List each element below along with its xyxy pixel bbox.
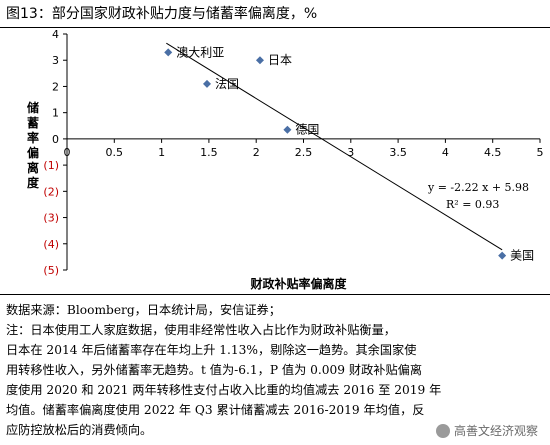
- data-point-label: 德国: [295, 122, 319, 137]
- trend-equation: y = -2.22 x + 5.98: [427, 181, 529, 194]
- y-tick-label: (2): [43, 185, 59, 198]
- y-tick-label: 0: [52, 133, 59, 146]
- figure-title: 图13：部分国家财政补贴力度与储蓄率偏离度，%: [6, 6, 318, 22]
- data-point-label: 澳大利亚: [176, 45, 224, 59]
- y-tick-label: 4: [52, 28, 59, 41]
- x-tick-label: 2: [253, 146, 260, 159]
- note-line: 用转移性收入，另外储蓄率无趋势。t 值为-6.1，P 值为 0.009 财政补贴…: [6, 363, 423, 377]
- y-tick-label: (1): [43, 159, 59, 172]
- x-tick-label: 3.5: [389, 146, 407, 159]
- chart-bottom-rule: [0, 294, 550, 295]
- note-line: 均值。储蓄率偏离度使用 2022 年 Q3 累计储蓄减去 2016-2019 年…: [6, 403, 425, 417]
- data-point-marker: [255, 56, 264, 65]
- note-line: 注：日本使用工人家庭数据，使用非经常性收入占比作为财政补贴衡量，: [6, 323, 396, 337]
- x-axis-title: 财政补贴率偏离度: [249, 276, 347, 291]
- trend-line: [166, 42, 503, 251]
- top-rule: [0, 27, 550, 28]
- note-line: 应防控放松后的消费倾向。: [6, 423, 153, 437]
- x-tick-label: 1: [158, 146, 165, 159]
- x-tick-label: 3: [347, 146, 354, 159]
- x-tick-label: 5: [537, 146, 544, 159]
- y-tick-label: 3: [52, 54, 59, 67]
- y-tick-label: 1: [52, 107, 59, 120]
- notes-block: 数据来源：Bloomberg，日本统计局，安信证券； 注：日本使用工人家庭数据，…: [6, 300, 546, 440]
- x-tick-label: 0.5: [106, 146, 124, 159]
- x-tick-label: 2.5: [295, 146, 313, 159]
- y-tick-label: 2: [52, 80, 59, 93]
- watermark: 高善文经济观察: [433, 422, 540, 439]
- x-tick-label: 4: [442, 146, 449, 159]
- note-line: 度使用 2020 和 2021 两年转移性支付占收入比重的均值减去 2016 至…: [6, 383, 442, 397]
- y-tick-label: (3): [43, 212, 59, 225]
- watermark-text: 高善文经济观察: [453, 424, 538, 438]
- x-tick-label: 1.5: [200, 146, 218, 159]
- data-point-marker: [283, 125, 292, 134]
- y-axis-title: 储蓄率偏离度: [27, 100, 40, 190]
- data-point-marker: [203, 79, 212, 88]
- y-tick-label: (5): [43, 264, 59, 277]
- x-tick-label: 0: [64, 146, 71, 159]
- scatter-chart: 4 3 2 1 0 (1) (2) (3) (4) (5) 0 0.5 1 1.5 2 2.5 3 3.5 4 4.5…: [27, 28, 544, 291]
- wechat-icon: [435, 423, 450, 438]
- note-line: 日本在 2014 年后储蓄率存在年均上升 1.13%，剔除这一趋势。其余国家使: [6, 343, 417, 357]
- data-point-label: 日本: [268, 53, 292, 67]
- source-note: 数据来源：Bloomberg，日本统计局，安信证券；: [6, 303, 281, 317]
- data-point-marker: [498, 251, 507, 260]
- data-point-label: 法国: [215, 77, 239, 91]
- x-tick-label: 4.5: [484, 146, 502, 159]
- data-point-marker: [164, 48, 173, 57]
- data-point-label: 美国: [510, 249, 534, 263]
- r-squared: R² = 0.93: [446, 198, 499, 211]
- y-tick-label: (4): [43, 238, 59, 251]
